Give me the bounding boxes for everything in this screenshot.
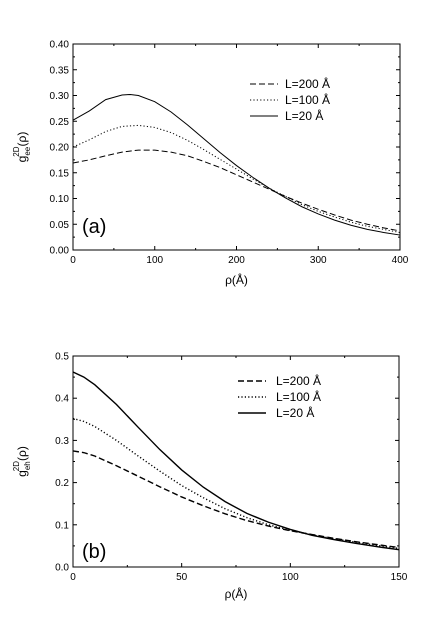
- y-axis-label-tail: (ρ): [15, 446, 29, 461]
- plot-frame: [72, 43, 401, 251]
- legend-label-2: L=100 Å: [276, 389, 321, 404]
- series-line-3: [72, 371, 400, 551]
- series-line-2: [72, 124, 401, 233]
- panel-label: (a): [82, 216, 106, 238]
- y-axis-label: geh2D(ρ): [12, 446, 32, 477]
- y-tick-label: 0.4: [55, 394, 69, 405]
- y-axis-label: gee2D(ρ): [12, 132, 32, 163]
- x-tick-label: 150: [391, 572, 408, 583]
- y-tick-label: 0.2: [55, 478, 69, 489]
- y-tick-label: 0.00: [50, 246, 70, 257]
- chart-panel-1: 0 100 200 300 400 0.00 0.05 0.10 0.15 0.20 0.25 0.3…: [12, 40, 409, 288]
- x-axis-label: ρ(Å): [225, 586, 248, 601]
- legend-label-3: L=20 Å: [276, 405, 314, 420]
- y-tick-label: 0.05: [50, 220, 70, 231]
- y-tick-label: 0.0: [55, 563, 69, 574]
- series-line-2: [72, 417, 400, 550]
- x-tick-label: 400: [392, 255, 409, 266]
- x-tick-label: 100: [282, 572, 299, 583]
- x-tick-label: 300: [310, 255, 327, 266]
- y-tick-label: 0.40: [50, 40, 70, 51]
- y-axis-label-main: g: [15, 470, 29, 477]
- series-line-1: [72, 149, 401, 232]
- legend-label-2: L=100 Å: [285, 92, 330, 107]
- y-tick-label: 0.3: [55, 436, 69, 447]
- legend-label-1: L=200 Å: [285, 76, 330, 91]
- series-line-3: [72, 93, 401, 236]
- y-axis-label-sub: eh: [23, 461, 32, 470]
- x-tick-label: 50: [176, 572, 188, 583]
- y-tick-label: 0.15: [50, 168, 70, 179]
- legend-label-1: L=200 Å: [276, 373, 321, 388]
- chart-panel-2: 0 50 100 150 0.0 0.1 0.2 0.3 0.4 0.5 L=200 ÅL=100 …: [12, 352, 408, 602]
- y-axis-label-sub: ee: [23, 146, 32, 155]
- y-tick-label: 0.1: [55, 520, 69, 531]
- legend-label-3: L=20 Å: [285, 108, 323, 123]
- y-tick-label: 0.10: [50, 194, 70, 205]
- y-axis-label-main: g: [15, 156, 29, 163]
- y-tick-label: 0.25: [50, 117, 70, 128]
- x-axis-label: ρ(Å): [225, 272, 248, 287]
- y-tick-label: 0.30: [50, 91, 70, 102]
- series-line-1: [72, 450, 400, 549]
- y-tick-label: 0.5: [55, 352, 69, 363]
- y-axis-label-sup: 2D: [12, 461, 21, 471]
- panel-label: (b): [82, 541, 106, 563]
- plot-frame: [72, 355, 400, 568]
- x-tick-label: 0: [70, 572, 76, 583]
- x-tick-label: 200: [228, 255, 245, 266]
- x-tick-label: 100: [146, 255, 163, 266]
- y-axis-label-tail: (ρ): [15, 132, 29, 147]
- y-tick-label: 0.20: [50, 143, 70, 154]
- x-tick-label: 0: [70, 255, 76, 266]
- y-tick-label: 0.35: [50, 65, 70, 76]
- y-axis-label-sup: 2D: [12, 146, 21, 156]
